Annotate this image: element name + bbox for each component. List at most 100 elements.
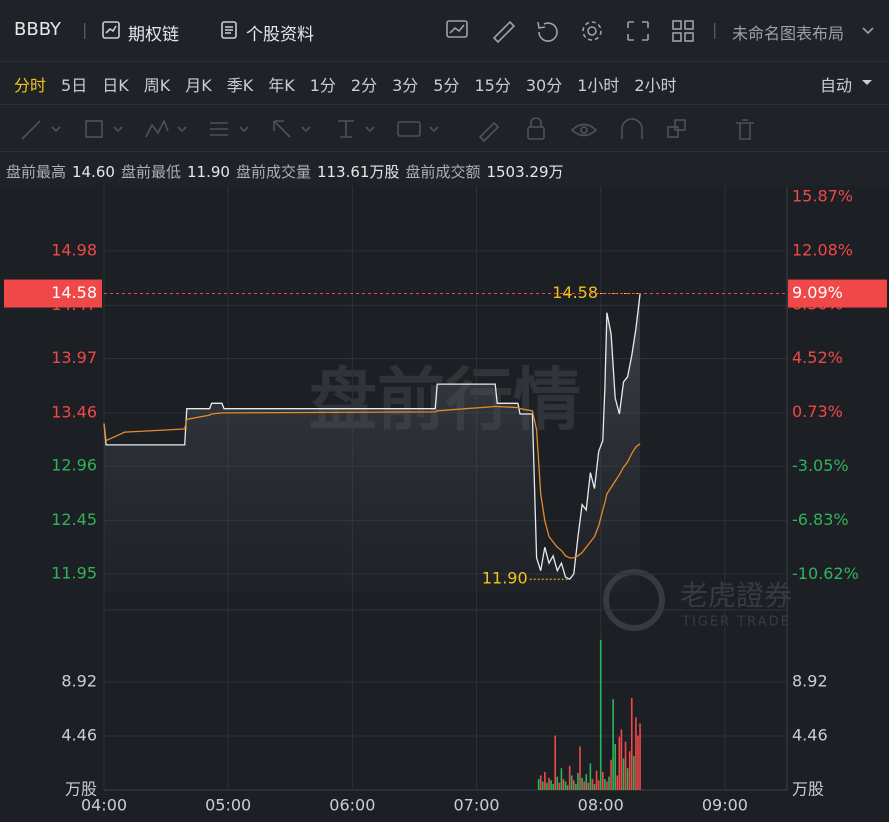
profile-icon xyxy=(221,21,237,39)
volume-bar xyxy=(624,741,627,790)
volume-bar xyxy=(601,771,604,790)
stat-value: 14.60 xyxy=(72,163,115,181)
avg-line xyxy=(103,405,641,559)
volume-bar xyxy=(604,779,606,790)
volume-bar xyxy=(581,777,583,790)
period[interactable]: 5分 xyxy=(433,76,460,95)
vol-tick-label-right: 4.46 xyxy=(792,726,828,745)
tool-icons xyxy=(446,20,694,44)
x-tick-label: 07:00 xyxy=(453,796,499,815)
x-tick-label: 09:00 xyxy=(702,796,748,815)
symbol[interactable]: BBBY xyxy=(14,19,62,40)
stat-label: 盘前最低 xyxy=(120,163,181,181)
volume-bar xyxy=(568,765,571,790)
stat-label: 盘前最高 xyxy=(6,163,67,181)
period[interactable]: 5日 xyxy=(61,76,88,95)
period[interactable]: 2小时 xyxy=(634,76,677,95)
y2-tick-label: 15.87% xyxy=(792,186,853,205)
stat-label: 盘前成交量 xyxy=(235,163,311,181)
y2-tick-label: -6.83% xyxy=(792,510,849,529)
volume-bar xyxy=(630,697,633,790)
stat-value: 1503.29万 xyxy=(486,163,564,181)
drawing-toolbar xyxy=(0,104,889,152)
vol-tick-label-right: 万股 xyxy=(792,780,824,799)
volume-bar xyxy=(628,751,631,790)
last-price-tag xyxy=(4,279,102,308)
y2-tick-label: 0.73% xyxy=(792,402,843,421)
vol-tick-label: 万股 xyxy=(65,780,97,799)
volume-bar xyxy=(541,781,544,790)
vol-tick-label: 4.46 xyxy=(61,726,97,745)
x-tick-label: 08:00 xyxy=(578,796,624,815)
layout-name[interactable]: 未命名图表布局 xyxy=(732,24,845,43)
volume-bar xyxy=(550,780,552,790)
volume-bar xyxy=(639,723,641,790)
vol-tick-label-right: 8.92 xyxy=(792,672,828,691)
volume-bar xyxy=(544,771,546,790)
period[interactable]: 分时 xyxy=(14,76,47,95)
stats: 盘前最高 14.60 盘前最低 11.90 盘前成交量 113.61万股 盘前成交额 1503… xyxy=(6,161,570,182)
period[interactable]: 1小时 xyxy=(577,76,620,95)
auto[interactable]: 自动 xyxy=(820,76,853,95)
profile[interactable]: 个股资料 xyxy=(246,25,314,45)
period[interactable]: 年K xyxy=(268,76,295,95)
volume-bar xyxy=(562,779,565,790)
volume-bar xyxy=(593,783,596,790)
volume-bar xyxy=(539,775,542,790)
volume-bar xyxy=(633,756,635,790)
volume-bar xyxy=(614,743,617,790)
volume-bar xyxy=(597,780,600,790)
period-bar: 分时 5日 日K 周K 月K 季K 年K 1分 2分 3分 5分 15分 30分 1小时 2小时 自动 xyxy=(0,62,889,104)
dropdown-arrow xyxy=(862,27,874,35)
volume-bar xyxy=(612,699,614,790)
volume-bar xyxy=(548,777,550,790)
volume-bar xyxy=(560,768,563,790)
volume-bar xyxy=(566,785,569,790)
volume-bar xyxy=(558,782,561,790)
annotation-label: 11.90 xyxy=(482,569,528,588)
volume-bar xyxy=(575,783,577,790)
volume-bar xyxy=(618,736,621,790)
volume-bar xyxy=(546,782,548,790)
period[interactable]: 日K xyxy=(102,76,129,95)
y-tick-label: 11.95 xyxy=(51,563,97,582)
brand: 老虎證券 xyxy=(680,579,792,612)
y2-tick-label: 4.52% xyxy=(792,348,843,367)
brand-en: TIGER TRADE xyxy=(681,615,791,630)
stat-value: 113.61万股 xyxy=(316,163,400,181)
y2-tick-label: -10.62% xyxy=(792,564,859,583)
volume-bar xyxy=(570,775,573,790)
vol-tick-label: 8.92 xyxy=(61,672,97,691)
volume-bar xyxy=(589,763,592,790)
period[interactable]: 季K xyxy=(226,76,254,95)
period[interactable]: 30分 xyxy=(525,76,563,95)
period-list: 分时 5日 日K 周K 月K 季K 年K 1分 2分 3分 5分 15分 30分 1小时 2小时 xyxy=(14,72,692,96)
period[interactable]: 15分 xyxy=(474,76,511,95)
volume-bar xyxy=(622,758,625,790)
period[interactable]: 周K xyxy=(143,76,171,95)
y-tick-label: 14.98 xyxy=(51,240,97,259)
volume-bar xyxy=(579,746,581,790)
volume-bar xyxy=(537,779,540,790)
volume-bar xyxy=(591,779,594,790)
volume-bar xyxy=(573,780,575,790)
volume-bar xyxy=(585,774,588,790)
option-chain[interactable]: 期权链 xyxy=(128,25,179,45)
x-tick-label: 06:00 xyxy=(329,796,375,815)
last-pct-label: 9.09% xyxy=(792,283,843,302)
volume-bar xyxy=(626,768,629,790)
x-tick-label: 04:00 xyxy=(81,796,127,815)
volume-bar xyxy=(552,783,554,790)
stat-value: 11.90 xyxy=(186,163,230,181)
y-tick-label: 13.46 xyxy=(51,402,97,421)
y-tick-label: 13.97 xyxy=(51,348,97,367)
last-pct-tag xyxy=(788,279,887,308)
price-area xyxy=(104,293,641,592)
period[interactable]: 1分 xyxy=(309,76,336,95)
period[interactable]: 3分 xyxy=(392,76,419,95)
period[interactable]: 2分 xyxy=(350,76,378,95)
last-price-label: 14.58 xyxy=(51,283,97,302)
period[interactable]: 月K xyxy=(185,76,212,95)
volume-bar xyxy=(637,735,639,790)
